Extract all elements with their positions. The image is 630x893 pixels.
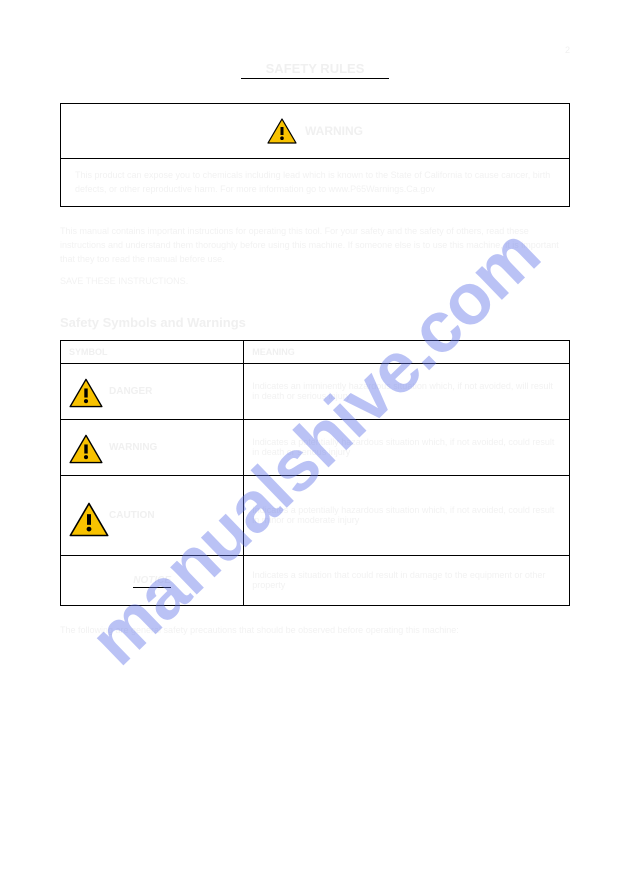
notice-meaning: Indicates a situation that could result … bbox=[244, 555, 570, 605]
symbols-table: SYMBOL MEANING DANGER Indicates an immin… bbox=[60, 340, 570, 606]
table-header-row: SYMBOL MEANING bbox=[61, 340, 570, 363]
danger-triangle-icon bbox=[69, 378, 99, 404]
warning-triangle-icon bbox=[267, 118, 297, 144]
notice-label: NOTICE bbox=[133, 575, 171, 588]
title-underline bbox=[241, 78, 389, 79]
caution-meaning: Indicates a potentially hazardous situat… bbox=[244, 475, 570, 555]
warning-box: WARNING This product can expose you to c… bbox=[60, 103, 570, 207]
caution-triangle-icon bbox=[69, 502, 99, 528]
page-number: 2 bbox=[60, 45, 570, 55]
table-row: WARNING Indicates a potentially hazardou… bbox=[61, 419, 570, 475]
header-symbol: SYMBOL bbox=[61, 340, 244, 363]
warning-label: WARNING bbox=[109, 442, 157, 453]
table-row: CAUTION Indicates a potentially hazardou… bbox=[61, 475, 570, 555]
warning-box-heading: WARNING bbox=[305, 124, 363, 138]
symbols-heading: Safety Symbols and Warnings bbox=[60, 315, 570, 330]
warning-meaning: Indicates a potentially hazardous situat… bbox=[244, 419, 570, 475]
save-instructions: SAVE THESE INSTRUCTIONS. bbox=[60, 275, 570, 289]
danger-meaning: Indicates an imminently hazardous situat… bbox=[244, 363, 570, 419]
page-title: SAFETY RULES bbox=[60, 61, 570, 76]
table-row: DANGER Indicates an imminently hazardous… bbox=[61, 363, 570, 419]
notice-label-box: NOTICE bbox=[133, 572, 171, 589]
warning-box-header: WARNING bbox=[61, 104, 569, 159]
intro-paragraph: This manual contains important instructi… bbox=[60, 225, 570, 267]
warning-box-body: This product can expose you to chemicals… bbox=[61, 159, 569, 206]
post-paragraph: The following are general safety precaut… bbox=[60, 624, 570, 638]
table-row: NOTICE Indicates a situation that could … bbox=[61, 555, 570, 605]
danger-label: DANGER bbox=[109, 386, 152, 397]
warning-triangle-icon bbox=[69, 434, 99, 460]
caution-label: CAUTION bbox=[109, 510, 155, 521]
header-meaning: MEANING bbox=[244, 340, 570, 363]
